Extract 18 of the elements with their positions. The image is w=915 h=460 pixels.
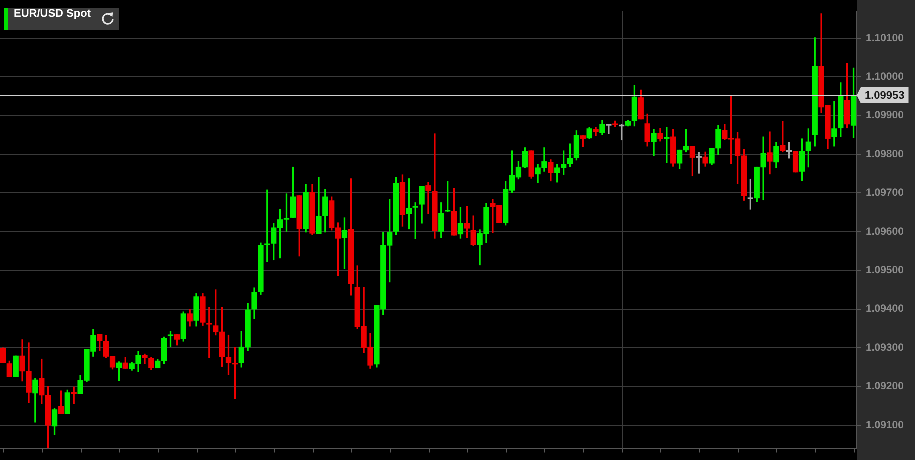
ref-line-label: 1.09953 (865, 90, 905, 102)
chart-title: EUR/USD Spot (13, 8, 92, 22)
candlestick (606, 124, 612, 134)
y-tick-label: 1.09400 (866, 303, 904, 316)
y-tick-label: 1.09300 (866, 342, 904, 354)
y-tick-label: 1.10000 (866, 70, 904, 83)
y-tick-label: 1.09900 (866, 110, 904, 122)
y-tick-label: 1.09800 (866, 148, 904, 160)
candlestick (832, 102, 838, 147)
y-tick-label: 1.09600 (866, 226, 904, 238)
candlestick (767, 132, 773, 175)
y-tick-label: 1.09100 (866, 419, 904, 432)
y-tick-label: 1.09700 (866, 187, 904, 200)
title-tab: EUR/USD Spot (4, 8, 97, 30)
y-tick-label: 1.09500 (866, 264, 904, 277)
y-tick-label: 1.10100 (866, 32, 904, 44)
candlestick (426, 182, 432, 214)
y-tick-label: 1.09200 (866, 380, 904, 393)
